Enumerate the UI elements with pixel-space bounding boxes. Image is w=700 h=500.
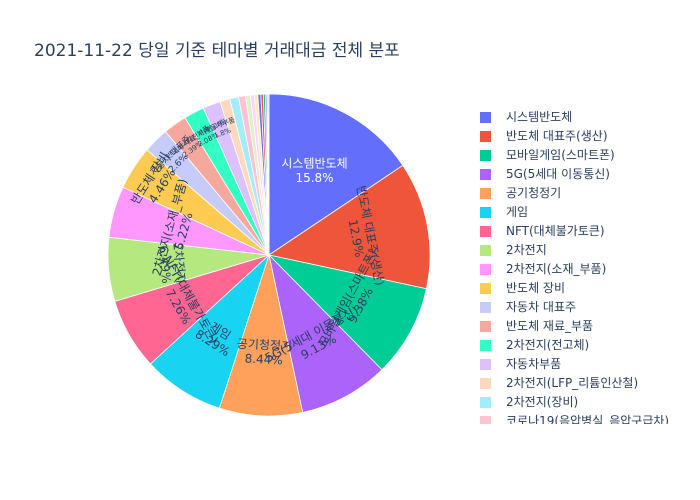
pie-slice[interactable]	[267, 93, 270, 256]
legend-label: 게임	[506, 205, 529, 219]
legend-item[interactable]: 5G(5세대 이동통신)	[474, 165, 700, 184]
legend-item[interactable]: 자동차부품	[474, 355, 700, 374]
legend-label: 2차전지	[506, 243, 547, 257]
legend-label: 자동차부품	[506, 357, 562, 371]
slice-label-percent: 6.49%	[156, 245, 173, 284]
legend-item[interactable]: 반도체 장비	[474, 279, 700, 298]
legend-swatch	[480, 321, 491, 332]
slice-label-percent: 15.8%	[295, 171, 333, 185]
legend-label: 모바일게임(스마트폰)	[506, 148, 615, 162]
legend-label: 5G(5세대 이동통신)	[506, 167, 610, 181]
legend-item[interactable]: 모바일게임(스마트폰)	[474, 146, 700, 165]
legend-item[interactable]: 자동차 대표주	[474, 298, 700, 317]
legend-label: 반도체 재료_부품	[506, 319, 594, 333]
legend-item[interactable]: 공기청정기	[474, 184, 700, 203]
legend-item[interactable]: 2차전지	[474, 241, 700, 260]
legend-swatch	[480, 169, 491, 180]
legend-swatch	[480, 302, 491, 313]
legend-swatch	[480, 416, 491, 424]
legend-swatch	[480, 245, 491, 256]
pie-slice[interactable]	[268, 253, 383, 413]
legend-label: 반도체 대표주(생산)	[506, 129, 608, 143]
legend-item[interactable]: 반도체 대표주(생산)	[474, 127, 700, 146]
pie-slice[interactable]	[267, 254, 427, 371]
slice-label-percent: 8.44%	[244, 352, 283, 368]
slice-label-name: 2차전지	[170, 242, 188, 284]
legend-swatch	[480, 226, 491, 237]
legend-item[interactable]: 코로나19(음압병실_음압구급차)	[474, 412, 700, 424]
legend-item[interactable]: 반도체 재료_부품	[474, 317, 700, 336]
legend-swatch	[480, 131, 491, 142]
legend-label: 2차전지(전고체)	[506, 338, 590, 352]
slice-label-name: 공기청정기	[237, 337, 293, 354]
legend-label: 반도체 장비	[506, 281, 566, 295]
legend-swatch	[480, 112, 491, 123]
legend-item[interactable]: NFT(대체불가토큰)	[474, 222, 700, 241]
legend-swatch	[480, 188, 491, 199]
legend-item[interactable]: 2차전지(소재_부품)	[474, 260, 700, 279]
legend-swatch	[480, 283, 491, 294]
slice-label-name: 시스템반도체	[281, 156, 347, 170]
legend-label: 2차전지(장비)	[506, 395, 579, 409]
legend-item[interactable]: 게임	[474, 203, 700, 222]
legend-label: 2차전지(LFP_리튬인산철)	[506, 376, 639, 390]
pie-slice[interactable]	[268, 93, 404, 256]
legend-label: 코로나19(음압병실_음압구급차)	[506, 414, 670, 424]
pie-slice[interactable]	[267, 164, 431, 290]
legend-item[interactable]: 2차전지(장비)	[474, 393, 700, 412]
legend-label: 2차전지(소재_부품)	[506, 262, 607, 276]
legend-item[interactable]: 시스템반도체	[474, 108, 700, 127]
legend-item[interactable]: 2차전지(LFP_리튬인산철)	[474, 374, 700, 393]
legend-swatch	[480, 150, 491, 161]
legend-label: NFT(대체불가토큰)	[506, 224, 605, 238]
legend-label: 시스템반도체	[506, 110, 573, 124]
legend-swatch	[480, 340, 491, 351]
legend-label: 공기청정기	[506, 186, 562, 200]
legend-swatch	[480, 264, 491, 275]
legend-label: 자동차 대표주	[506, 300, 577, 314]
legend-swatch	[480, 359, 491, 370]
legend-swatch	[480, 378, 491, 389]
legend-swatch	[480, 397, 491, 408]
legend-swatch	[480, 207, 491, 218]
chart-title: 2021-11-22 당일 기준 테마별 거래대금 전체 분포	[34, 41, 400, 61]
legend-item[interactable]: 2차전지(전고체)	[474, 336, 700, 355]
